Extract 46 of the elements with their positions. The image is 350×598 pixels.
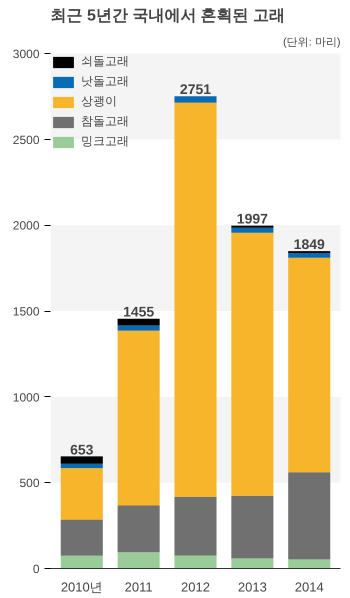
y-tick-label: 1500 (12, 304, 40, 318)
total-label: 653 (70, 441, 94, 458)
y-tick-label: 1000 (12, 390, 40, 404)
x-tick-label: 2012 (181, 580, 210, 594)
x-tick-label: 2010년 (60, 580, 103, 594)
legend-label: 밍크고래 (81, 133, 129, 150)
total-label: 1455 (123, 304, 154, 320)
total-label: 1997 (236, 210, 268, 227)
total-label: 1849 (294, 236, 326, 252)
bar (60, 556, 103, 568)
bar (231, 232, 274, 496)
y-tick-label: 0 (32, 562, 40, 576)
bar (118, 325, 160, 331)
bar (174, 496, 217, 556)
bar (60, 468, 103, 520)
bar (231, 228, 274, 233)
bar (288, 258, 330, 472)
bar (60, 456, 103, 464)
bar (60, 464, 103, 468)
bar (174, 96, 217, 103)
bar (118, 552, 160, 568)
bar (174, 555, 217, 568)
chart-title: 최근 5년간 국내에서 혼획된 고래 (50, 8, 286, 24)
bar (288, 252, 330, 258)
bar (288, 559, 330, 568)
bar (174, 102, 217, 497)
legend-label: 참돌고래 (81, 113, 129, 130)
y-tick-label: 2500 (12, 132, 40, 147)
x-tick-label: 2011 (124, 580, 153, 594)
bar (288, 472, 330, 560)
x-tick-label: 2013 (238, 580, 267, 594)
legend-label: 상괭이 (81, 93, 117, 110)
bar (118, 318, 160, 326)
y-tick-label: 2000 (12, 218, 40, 233)
bar (231, 496, 274, 558)
y-tick-label: 3000 (12, 47, 40, 61)
x-tick-label: 2014 (294, 580, 324, 594)
total-label: 2751 (180, 81, 212, 98)
bar (118, 506, 160, 552)
bar (60, 520, 103, 556)
bar (231, 558, 274, 568)
y-tick-label: 500 (19, 476, 40, 490)
chart-subtitle: (단위: 마리) (283, 36, 341, 48)
bar (118, 330, 160, 506)
legend-label: 낫돌고래 (81, 73, 129, 90)
legend-label: 쇠돌고래 (81, 53, 129, 70)
